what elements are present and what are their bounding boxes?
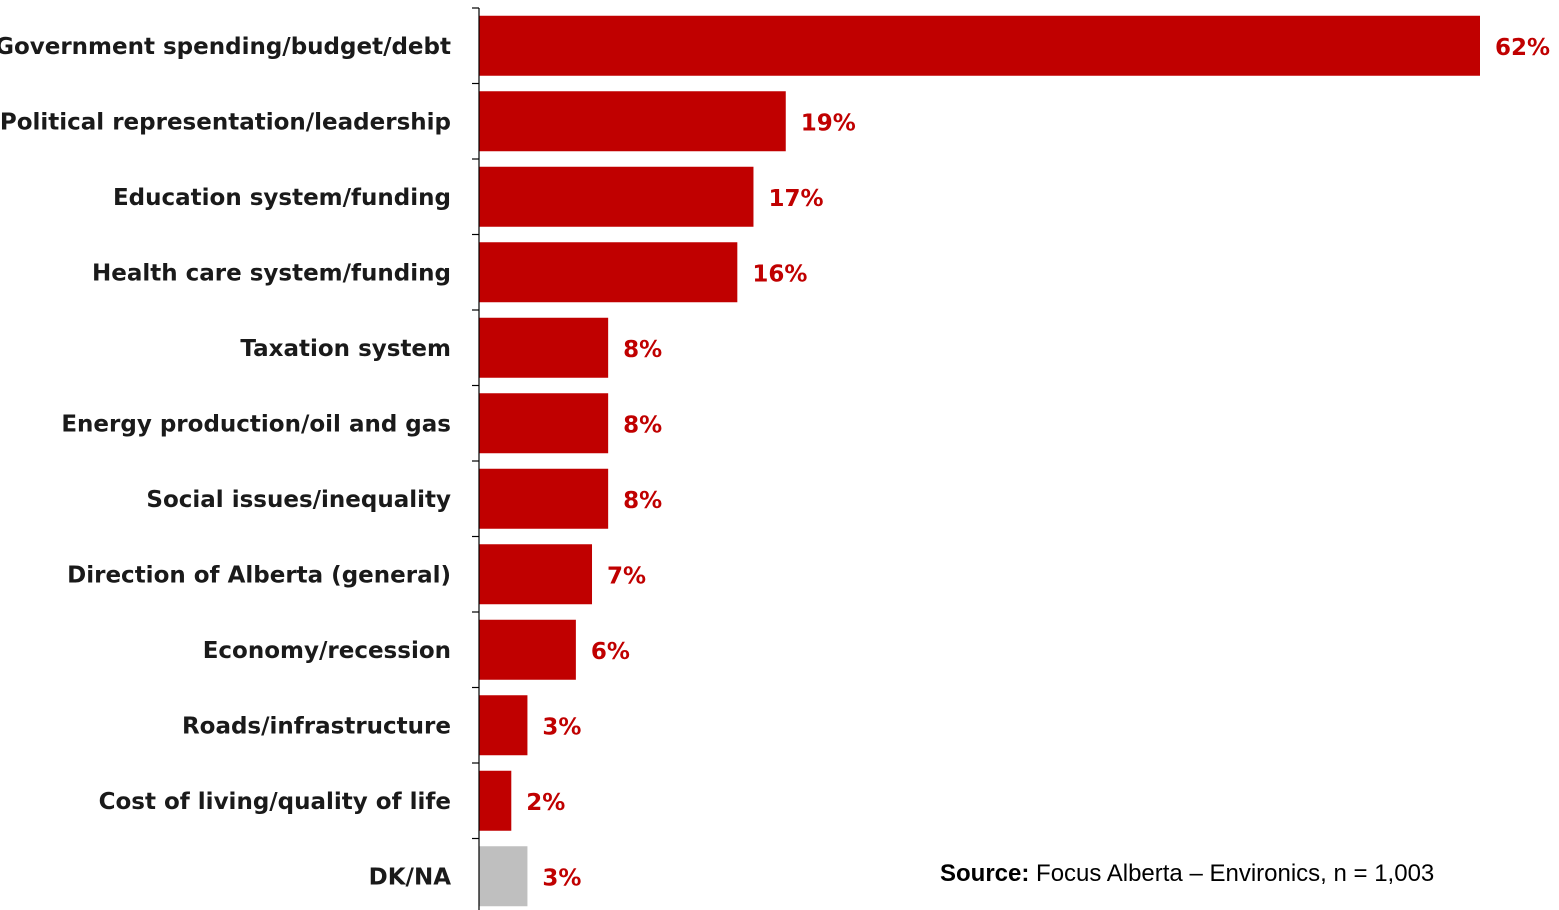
value-label-2: 19% xyxy=(801,110,856,136)
value-labels: 62% 19% 17% 16% 8% 8% 8% 7% 6% 3% 2% 3% xyxy=(526,35,1550,892)
category-label-2: Political representation/leadership xyxy=(0,109,451,135)
category-label-11: Cost of living/quality of life xyxy=(99,789,451,815)
category-label-3: Education system/funding xyxy=(113,185,451,211)
category-label-10: Roads/infrastructure xyxy=(182,713,451,739)
value-label-3: 17% xyxy=(768,186,823,212)
source-note: Source: Focus Alberta – Environics, n = … xyxy=(940,860,1434,888)
bar-12 xyxy=(479,846,528,907)
category-label-7: Social issues/inequality xyxy=(146,487,451,513)
value-label-11: 2% xyxy=(526,790,565,816)
category-label-5: Taxation system xyxy=(240,336,451,362)
bar-2 xyxy=(479,91,786,152)
source-text: Focus Alberta – Environics, n = 1,003 xyxy=(1036,860,1435,887)
value-label-10: 3% xyxy=(542,714,581,740)
value-label-8: 7% xyxy=(607,563,646,589)
category-label-4: Health care system/funding xyxy=(92,260,451,286)
bar-3 xyxy=(479,166,754,227)
value-label-9: 6% xyxy=(591,639,630,665)
bar-8 xyxy=(479,544,593,605)
category-label-12: DK/NA xyxy=(369,864,452,890)
bar-6 xyxy=(479,393,609,454)
bar-1 xyxy=(479,15,1480,76)
value-label-6: 8% xyxy=(623,412,662,438)
category-label-6: Energy production/oil and gas xyxy=(61,411,451,437)
category-label-8: Direction of Alberta (general) xyxy=(67,562,451,588)
value-label-12: 3% xyxy=(542,865,581,891)
category-label-1: Government spending/budget/debt xyxy=(0,34,451,60)
bars-group xyxy=(479,15,1480,907)
bar-5 xyxy=(479,317,609,378)
category-labels: Government spending/budget/debt Political… xyxy=(0,34,451,891)
source-label: Source: xyxy=(940,860,1030,887)
bar-9 xyxy=(479,619,576,680)
value-label-5: 8% xyxy=(623,337,662,363)
value-label-4: 16% xyxy=(752,261,807,287)
bar-7 xyxy=(479,468,609,529)
value-label-1: 62% xyxy=(1495,35,1550,61)
category-label-9: Economy/recession xyxy=(203,638,451,664)
bar-10 xyxy=(479,695,528,756)
category-axis xyxy=(472,7,480,910)
bar-4 xyxy=(479,242,738,303)
value-label-7: 8% xyxy=(623,488,662,514)
bar-11 xyxy=(479,770,512,831)
